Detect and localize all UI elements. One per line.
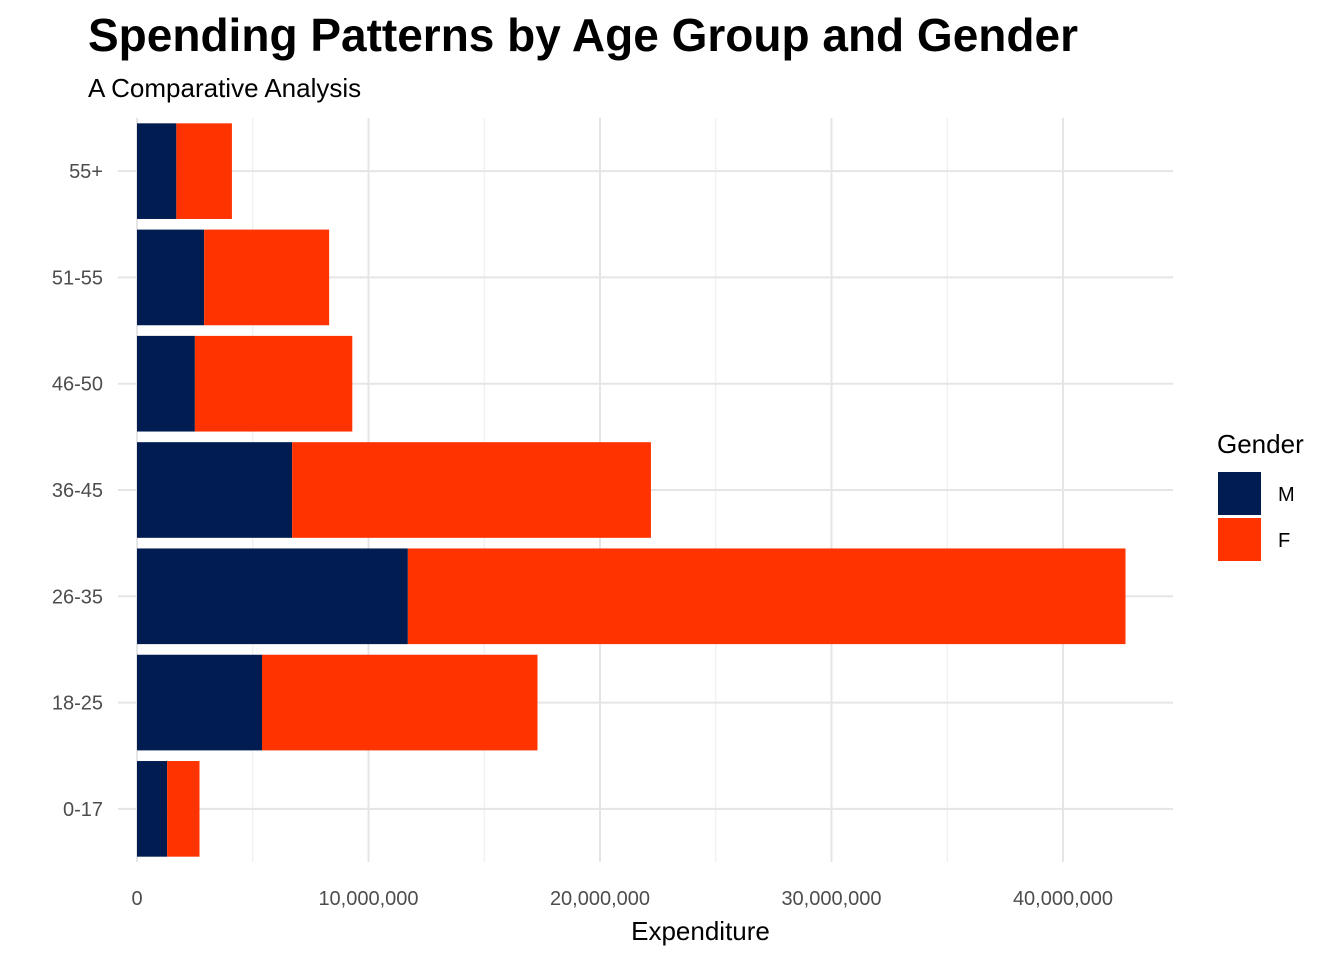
bar-f-0-17 [167, 761, 200, 857]
bar-f-18-25 [262, 654, 538, 751]
chart-subtitle: A Comparative Analysis [88, 73, 362, 103]
y-tick-label: 36-45 [52, 480, 103, 502]
bar-m-0-17 [137, 761, 168, 857]
bars [137, 123, 1126, 857]
legend-label-f: F [1278, 530, 1290, 552]
bar-m-36-45 [137, 442, 293, 538]
bar-f-46-50 [194, 335, 353, 432]
x-tick-label: 20,000,000 [550, 888, 650, 910]
x-axis-title: Expenditure [631, 916, 770, 946]
bar-m-55+ [137, 123, 177, 219]
bar-f-55+ [176, 123, 232, 219]
bar-m-18-25 [137, 654, 263, 751]
y-axis-ticks: 0-17 18-25 26-35 36-45 46-50 51-55 55+ [52, 161, 103, 821]
x-tick-label: 0 [131, 888, 142, 910]
y-tick-label: 18-25 [52, 693, 103, 715]
legend-title: Gender [1217, 429, 1304, 459]
bar-f-36-45 [292, 442, 651, 538]
y-tick-label: 0-17 [63, 799, 103, 821]
x-tick-label: 10,000,000 [318, 888, 418, 910]
y-tick-label: 46-50 [52, 374, 103, 396]
bar-m-51-55 [137, 229, 205, 326]
y-tick-label: 51-55 [52, 267, 103, 289]
chart-title: Spending Patterns by Age Group and Gende… [88, 9, 1078, 61]
x-tick-label: 30,000,000 [781, 888, 881, 910]
y-tick-label: 55+ [69, 161, 103, 183]
bar-m-46-50 [137, 335, 195, 432]
legend-swatch-f [1218, 518, 1261, 561]
x-axis-ticks: 0 10,000,000 20,000,000 30,000,000 40,000,00… [131, 888, 1113, 910]
bar-f-26-35 [407, 548, 1126, 645]
bar-m-26-35 [137, 548, 408, 645]
x-tick-label: 40,000,000 [1013, 888, 1113, 910]
bar-f-51-55 [204, 229, 330, 326]
legend-swatch-m [1218, 472, 1261, 515]
legend: Gender M F [1217, 429, 1304, 561]
y-tick-label: 26-35 [52, 586, 103, 608]
legend-label-m: M [1278, 484, 1295, 506]
